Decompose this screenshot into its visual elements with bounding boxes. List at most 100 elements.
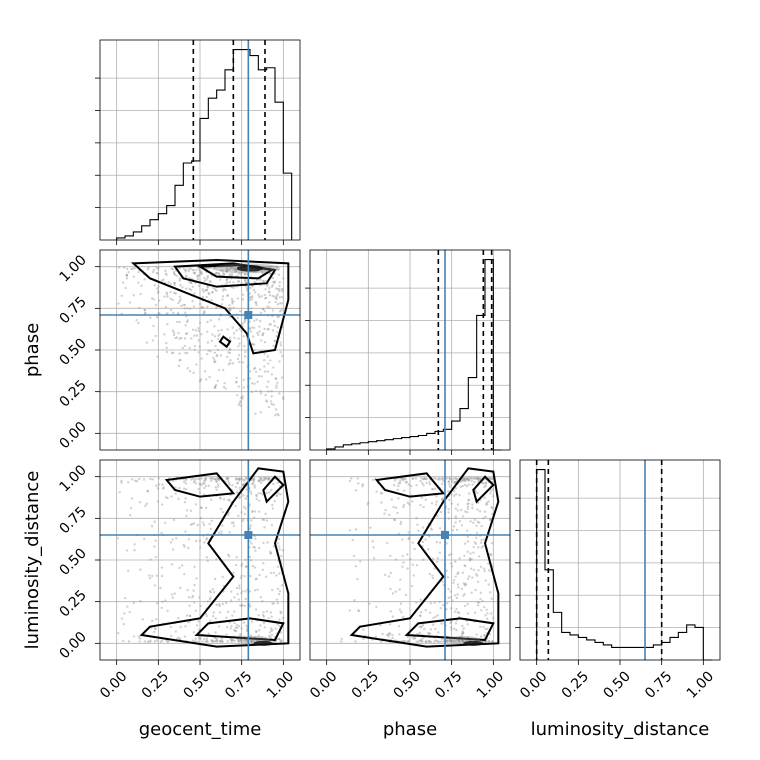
sample-point: [484, 481, 488, 484]
sample-point: [475, 491, 479, 495]
sample-point: [267, 478, 270, 482]
sample-point: [205, 536, 209, 540]
sample-point: [486, 562, 490, 565]
sample-point: [273, 281, 276, 285]
sample-point: [261, 333, 264, 337]
sample-point: [257, 546, 261, 550]
sample-point: [266, 305, 269, 308]
sample-point: [240, 511, 243, 514]
sample-point: [480, 524, 483, 528]
sample-point: [489, 518, 492, 521]
sample-point: [448, 640, 452, 643]
sample-point: [200, 333, 203, 336]
sample-point: [487, 569, 491, 572]
sample-point: [249, 574, 252, 578]
sample-point: [204, 484, 208, 488]
sample-point: [234, 629, 238, 633]
sample-point: [460, 587, 463, 591]
sample-point: [410, 484, 413, 488]
truth-marker: [441, 531, 449, 539]
sample-point: [371, 540, 374, 543]
sample-point: [389, 571, 393, 575]
sample-point: [462, 477, 465, 480]
sample-point: [199, 546, 202, 549]
sample-point: [410, 584, 414, 588]
sample-point: [122, 622, 125, 626]
sample-point: [272, 571, 276, 575]
sample-point: [165, 273, 168, 277]
contour-line: [472, 475, 495, 504]
sample-point: [258, 319, 262, 323]
sample-point: [339, 640, 343, 643]
sample-point: [219, 354, 223, 357]
sample-point: [418, 614, 422, 617]
sample-point: [198, 270, 202, 274]
sample-point: [411, 563, 415, 566]
sample-point: [424, 477, 428, 481]
sample-point: [221, 269, 224, 272]
sample-point: [233, 610, 236, 613]
sample-point: [445, 640, 449, 643]
sample-point: [415, 601, 418, 604]
sample-point: [191, 285, 194, 288]
sample-point: [266, 328, 269, 331]
sample-point: [183, 337, 187, 340]
sample-point: [456, 509, 459, 512]
sample-point: [178, 279, 182, 282]
sample-point: [147, 574, 151, 577]
sample-point: [203, 480, 206, 483]
sample-point: [144, 311, 147, 315]
sample-point: [270, 373, 274, 376]
sample-point: [461, 630, 464, 633]
sample-point: [269, 611, 273, 614]
sample-point: [462, 594, 465, 597]
sample-point: [193, 565, 196, 569]
sample-point: [263, 478, 266, 482]
sample-point: [249, 605, 252, 608]
sample-point: [366, 503, 370, 506]
sample-point: [214, 617, 217, 620]
sample-point: [430, 488, 434, 491]
sample-point: [222, 498, 226, 501]
sample-point: [254, 370, 258, 374]
sample-point: [235, 491, 239, 494]
sample-point: [225, 270, 228, 273]
sample-point: [390, 498, 393, 501]
sample-point: [235, 381, 238, 384]
sample-point: [477, 569, 480, 572]
sample-point: [262, 477, 266, 480]
sample-point: [400, 610, 403, 614]
sample-point: [445, 639, 449, 642]
sample-point: [468, 559, 472, 562]
sample-point: [462, 627, 465, 630]
y-tick-label: 0.25: [56, 377, 89, 410]
x-axis-label-phase: phase: [383, 719, 437, 740]
sample-point: [491, 640, 494, 643]
sample-point: [193, 334, 196, 337]
sample-point: [185, 332, 189, 335]
sample-point: [280, 555, 283, 558]
sample-point: [267, 390, 270, 393]
contour-line: [173, 262, 277, 288]
sample-point: [212, 286, 215, 290]
sample-point: [177, 364, 181, 368]
sample-point: [225, 270, 228, 273]
sample-point: [151, 339, 155, 342]
sample-point: [184, 324, 187, 327]
sample-point: [155, 265, 158, 269]
sample-point: [468, 558, 472, 561]
sample-point: [490, 477, 494, 481]
sample-point: [225, 616, 228, 619]
sample-point: [218, 639, 221, 643]
sample-point: [449, 607, 453, 610]
sample-point: [197, 339, 200, 342]
sample-point: [269, 571, 273, 575]
sample-point: [150, 525, 154, 528]
sample-point: [402, 561, 405, 564]
sample-point: [441, 604, 445, 607]
sample-point: [244, 477, 248, 480]
sample-point: [195, 268, 198, 272]
sample-point: [235, 563, 238, 567]
sample-point: [479, 625, 482, 628]
sample-point: [126, 605, 129, 608]
